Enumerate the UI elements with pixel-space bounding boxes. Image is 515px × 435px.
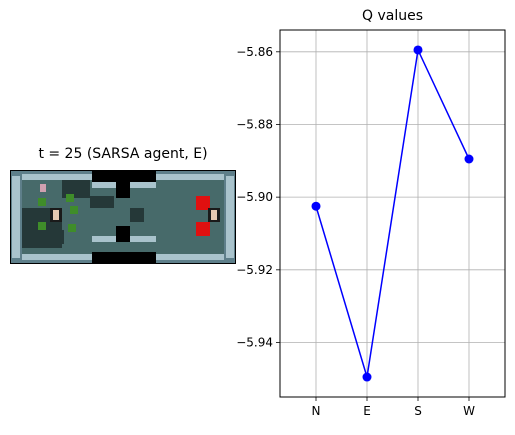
gridworld-render [10,170,236,264]
y-tick-label: −5.92 [236,263,273,277]
y-tick-label: −5.94 [236,335,273,349]
x-tick-label-w: W [463,404,475,418]
data-points [311,45,474,382]
x-tick-label-n: N [312,404,321,418]
y-axis-ticks: −5.86 −5.88 −5.90 −5.92 −5.94 [236,45,280,349]
y-tick-label: −5.90 [236,190,273,204]
data-point-n [311,201,321,211]
gridworld-image [10,170,236,264]
chart-title: Q values [361,8,423,24]
x-tick-label-s: S [414,404,422,418]
y-tick-label: −5.86 [236,45,273,59]
plot-frame [279,29,506,398]
y-tick-label: −5.88 [236,117,273,131]
data-point-w [464,154,474,164]
series-line [315,47,470,378]
data-point-s [413,45,423,55]
data-point-e [362,372,372,382]
x-tick-label-e: E [363,404,371,418]
chart-gridlines [280,30,505,397]
q-values-line [315,47,470,378]
environment-title: t = 25 (SARSA agent, E) [38,146,208,162]
